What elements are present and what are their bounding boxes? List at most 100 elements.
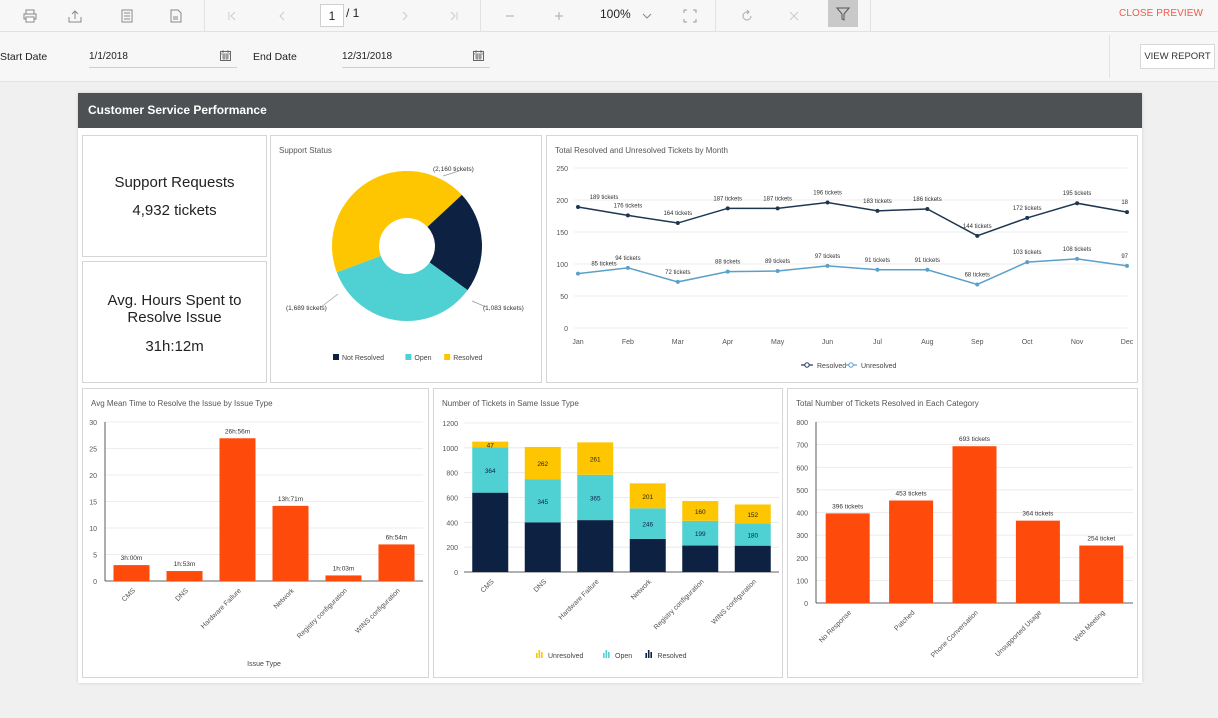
legend-marker <box>848 362 854 368</box>
refresh-icon[interactable] <box>737 0 757 31</box>
data-label: 693 tickets <box>959 436 991 443</box>
data-label: 164 tickets <box>663 211 692 217</box>
y-tick-label: 200 <box>556 198 568 205</box>
legend-swatch <box>536 653 538 658</box>
x-tick-label: Phone Conversation <box>930 609 980 659</box>
x-tick-label: Unsupported Usage <box>994 609 1043 658</box>
data-point <box>825 200 830 205</box>
x-tick-label: CMS <box>121 587 137 603</box>
y-tick-label: 200 <box>446 545 458 552</box>
data-label: 254 ticket <box>1087 536 1115 543</box>
x-tick-label: Jan <box>572 339 583 346</box>
data-point <box>775 206 780 211</box>
data-point <box>625 213 630 218</box>
data-label: 189 tickets <box>590 195 619 201</box>
y-tick-label: 0 <box>564 326 568 333</box>
legend-swatch <box>605 650 608 658</box>
bar-segment <box>629 483 666 509</box>
data-point <box>975 282 980 287</box>
close-preview-button[interactable]: CLOSE PREVIEW <box>1119 8 1204 19</box>
data-point <box>576 271 580 276</box>
y-tick-label: 800 <box>446 471 458 478</box>
legend-label: Open <box>615 653 632 660</box>
legend-marker <box>804 362 810 368</box>
segment-label: 364 <box>485 468 496 475</box>
data-point <box>875 267 880 272</box>
legend-label: Not Resolved <box>342 355 384 362</box>
y-tick-label: 800 <box>796 420 808 427</box>
slice-label: (2,160 tickets) <box>433 166 474 173</box>
report-title: Customer Service Performance <box>88 103 267 117</box>
y-tick-label: 200 <box>796 556 808 563</box>
legend-label: Open <box>414 355 431 362</box>
parameters-divider <box>1109 35 1110 78</box>
last-page-icon[interactable] <box>444 0 464 31</box>
first-page-icon[interactable] <box>222 0 242 31</box>
toolbar-divider <box>870 0 871 31</box>
close-icon[interactable] <box>784 0 804 31</box>
report-page: Customer Service Performance Support Req… <box>78 93 1142 683</box>
y-tick-label: 100 <box>796 578 808 585</box>
data-label: 144 tickets <box>963 224 992 230</box>
y-tick-label: 300 <box>796 533 808 540</box>
y-tick-label: 600 <box>446 496 458 503</box>
end-date-label: End Date <box>253 51 297 63</box>
zoom-out-icon[interactable] <box>500 0 520 31</box>
start-date-field[interactable]: 1/1/2018 <box>89 46 237 68</box>
page-number-input[interactable]: 1 <box>320 4 344 27</box>
data-label: 72 tickets <box>665 270 690 276</box>
segment-label: 261 <box>590 457 601 464</box>
x-tick-label: No Response <box>818 609 853 644</box>
data-point <box>1125 210 1129 215</box>
segment-label: 160 <box>695 509 706 516</box>
x-tick-label: Jul <box>873 339 882 346</box>
previous-page-icon[interactable] <box>272 0 292 31</box>
line-chart: 0 50 100 150 200 250 Jan Feb Mar Apr May Jun Jul Aug S… <box>556 166 1134 370</box>
bar-segment <box>629 508 666 539</box>
print-layout-icon[interactable] <box>115 0 139 31</box>
bar-segment <box>682 500 719 521</box>
data-label: 68 tickets <box>965 272 990 278</box>
series-line <box>577 201 1128 237</box>
x-tick-label: WINS configuration <box>354 587 402 635</box>
data-point <box>825 263 830 268</box>
x-tick-label: May <box>771 339 785 346</box>
data-label: 176 tickets <box>614 203 643 209</box>
next-page-icon[interactable] <box>395 0 415 31</box>
segment-label: 47 <box>487 443 495 450</box>
legend-label: Resolved <box>817 363 846 370</box>
donut-chart: (1,083 tickets) (1,689 tickets) (2,160 tic… <box>286 166 524 362</box>
x-tick-label: Dec <box>1121 339 1134 346</box>
segment-label: 365 <box>590 495 601 502</box>
x-tick-label: Web Meeting <box>1073 609 1107 643</box>
legend-label: Unresolved <box>548 653 584 660</box>
data-point <box>1025 260 1030 265</box>
bar <box>1079 545 1124 603</box>
data-label: 88 tickets <box>715 260 740 266</box>
view-report-button[interactable]: VIEW REPORT <box>1140 44 1215 69</box>
end-date-field[interactable]: 12/31/2018 <box>342 46 490 68</box>
x-tick-label: CMS <box>480 578 496 594</box>
bar <box>825 513 870 603</box>
calendar-icon[interactable] <box>220 50 231 61</box>
print-icon[interactable] <box>18 0 42 31</box>
data-label: 195 tickets <box>1063 191 1092 197</box>
filter-button[interactable] <box>828 0 858 27</box>
export-icon[interactable] <box>63 0 87 31</box>
data-label: 91 tickets <box>915 258 940 264</box>
x-tick-label: Aug <box>921 339 934 346</box>
calendar-icon[interactable] <box>473 50 484 61</box>
fit-page-icon[interactable] <box>680 0 700 31</box>
chevron-down-icon[interactable] <box>637 0 657 31</box>
zoom-level[interactable]: 100% <box>600 7 631 21</box>
bar <box>166 571 203 581</box>
bar-segment <box>734 504 771 524</box>
series-line <box>577 258 1128 286</box>
chart-title: Avg Mean Time to Resolve the Issue by Is… <box>91 399 273 408</box>
zoom-in-icon[interactable] <box>549 0 569 31</box>
legend-swatch <box>333 354 339 360</box>
page-setup-icon[interactable] <box>164 0 188 31</box>
bar-segment <box>472 447 509 493</box>
segment-label: 246 <box>642 522 653 529</box>
data-label: 18 <box>1121 200 1128 206</box>
